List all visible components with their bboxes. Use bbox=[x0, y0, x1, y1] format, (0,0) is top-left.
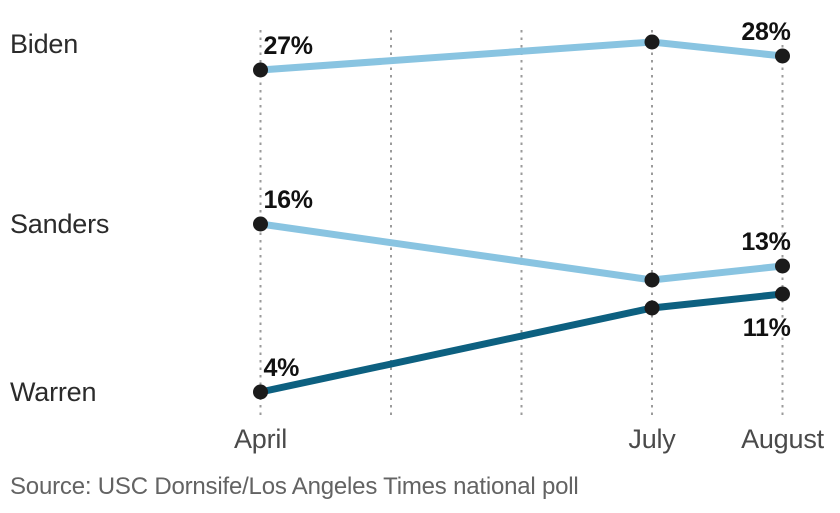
series-label-warren: Warren bbox=[10, 377, 96, 407]
x-axis-label-july: July bbox=[628, 424, 676, 454]
point-warren-july bbox=[644, 300, 660, 316]
series-label-sanders: Sanders bbox=[10, 209, 109, 239]
point-biden-april bbox=[253, 62, 268, 78]
point-warren-april bbox=[253, 384, 268, 400]
point-sanders-august bbox=[775, 258, 790, 274]
x-axis-label-april: April bbox=[234, 424, 287, 454]
point-warren-august bbox=[775, 286, 790, 302]
value-label-warren-august: 11% bbox=[743, 314, 791, 342]
point-sanders-july bbox=[644, 272, 660, 288]
value-label-biden-april: 27% bbox=[264, 32, 313, 60]
source-attribution: Source: USC Dornsife/Los Angeles Times n… bbox=[10, 473, 579, 500]
value-label-sanders-august: 13% bbox=[741, 228, 790, 256]
series-label-biden: Biden bbox=[10, 29, 78, 59]
value-label-biden-august: 28% bbox=[741, 18, 790, 46]
chart-canvas: Biden Sanders Warren 27% 28% 16% 13% 4% 11% April… bbox=[10, 18, 825, 454]
point-biden-july bbox=[644, 34, 660, 50]
x-axis-label-august: August bbox=[741, 424, 825, 454]
value-label-warren-april: 4% bbox=[264, 354, 300, 382]
value-label-sanders-april: 16% bbox=[264, 186, 313, 214]
point-sanders-april bbox=[253, 216, 268, 232]
point-biden-august bbox=[775, 48, 790, 64]
